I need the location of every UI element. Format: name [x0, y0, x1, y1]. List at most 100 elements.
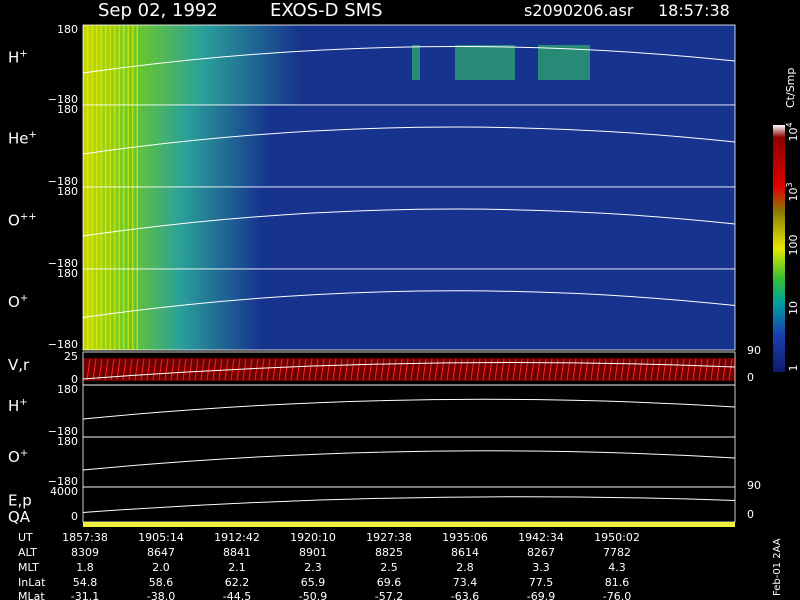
row-label: MLat: [18, 590, 45, 600]
y-tick-label: 25: [64, 350, 78, 363]
stripe: [123, 269, 125, 350]
row-value: 8267: [527, 546, 555, 559]
colorbar-unit: Ct/Smp: [784, 68, 797, 108]
row-value: -44.5: [223, 590, 251, 600]
stripe: [114, 105, 116, 187]
stripe: [100, 25, 102, 105]
panel-name: QA: [8, 508, 31, 526]
row-value: 1.8: [76, 561, 94, 574]
panel-label: He+: [8, 129, 37, 147]
row-value: 8825: [375, 546, 403, 559]
colorbar-base: 1: [787, 365, 800, 372]
stripe: [96, 269, 98, 350]
stripe: [100, 105, 102, 187]
stripe: [91, 25, 93, 105]
panel-sup: +: [19, 397, 27, 408]
instrument: EXOS-D SMS: [270, 0, 383, 21]
y-tick-label: −180: [48, 475, 78, 488]
row-value: -57.2: [375, 590, 403, 600]
row-label: ALT: [18, 546, 37, 559]
stripe: [100, 187, 102, 269]
colorbar-label: 1: [787, 365, 800, 372]
colorbar-label: 10: [787, 301, 800, 315]
panel-name: V,r: [8, 356, 30, 374]
time: 18:57:38: [658, 1, 730, 20]
stripe: [105, 105, 107, 187]
row-value: 65.9: [301, 576, 326, 589]
row-value: 8901: [299, 546, 327, 559]
row-value: 4.3: [608, 561, 626, 574]
stripe: [91, 269, 93, 350]
frame: [82, 486, 736, 523]
row-value: 1912:42: [214, 531, 260, 544]
row-value: 2.0: [152, 561, 170, 574]
stripe: [136, 105, 138, 187]
row-label: InLat: [18, 576, 46, 589]
panel-sup: +: [20, 293, 28, 304]
colorbar-sup: 3: [785, 182, 794, 187]
blob: [412, 45, 420, 80]
stripe: [109, 269, 111, 350]
row-value: 1927:38: [366, 531, 412, 544]
panel-sup: +: [29, 129, 37, 140]
date: Sep 02, 1992: [98, 0, 218, 21]
row-value: 62.2: [225, 576, 250, 589]
y-tick-label: 180: [57, 435, 78, 448]
y-tick-label: 180: [57, 103, 78, 116]
row-value: 1920:10: [290, 531, 336, 544]
qa-bar: [83, 522, 735, 527]
panel-name: He: [8, 129, 29, 147]
row-value: 8614: [451, 546, 479, 559]
stripe: [87, 187, 89, 269]
velocity-band: [83, 358, 735, 381]
stripe: [87, 25, 89, 105]
stripe: [91, 105, 93, 187]
y2-tick-label: 0: [747, 371, 754, 384]
panel-sup: ++: [20, 211, 37, 222]
row-value: 1942:34: [518, 531, 564, 544]
stripe: [136, 187, 138, 269]
stripe: [127, 187, 129, 269]
row-value: 2.8: [456, 561, 474, 574]
stripe: [105, 269, 107, 350]
trace: [82, 496, 736, 513]
spectrogram-band: [83, 187, 262, 269]
y-tick-label: −180: [48, 257, 78, 270]
stripe: [118, 105, 120, 187]
colorbar-base: 10: [787, 128, 800, 142]
stripe: [109, 25, 111, 105]
stripe: [87, 269, 89, 350]
row-value: 77.5: [529, 576, 554, 589]
row-value: 58.6: [149, 576, 174, 589]
panel-label: H+: [8, 49, 28, 67]
frame: [82, 268, 736, 351]
stripe: [123, 187, 125, 269]
stripe: [114, 269, 116, 350]
panel-label: O++: [8, 211, 37, 229]
stripe: [96, 105, 98, 187]
y-tick-label: −180: [48, 338, 78, 351]
row-value: 1857:38: [62, 531, 108, 544]
trace: [82, 126, 736, 155]
trace: [82, 398, 736, 420]
stripe: [105, 187, 107, 269]
blob: [538, 45, 590, 80]
y-tick-label: 180: [57, 23, 78, 36]
stripe: [109, 187, 111, 269]
colorbar-base: 100: [787, 235, 800, 256]
stripe: [118, 269, 120, 350]
spectrogram-band: [83, 269, 260, 350]
row-value: 7782: [603, 546, 631, 559]
panel-label: O+: [8, 448, 28, 466]
row-value: 1905:14: [138, 531, 184, 544]
panel-name: O: [8, 211, 20, 229]
stripe: [109, 105, 111, 187]
stripe: [114, 187, 116, 269]
stripe: [132, 25, 134, 105]
row-value: -38.0: [147, 590, 175, 600]
y2-tick-label: 0: [747, 508, 754, 521]
row-value: 1935:06: [442, 531, 488, 544]
stripe: [132, 187, 134, 269]
row-value: 3.3: [532, 561, 550, 574]
